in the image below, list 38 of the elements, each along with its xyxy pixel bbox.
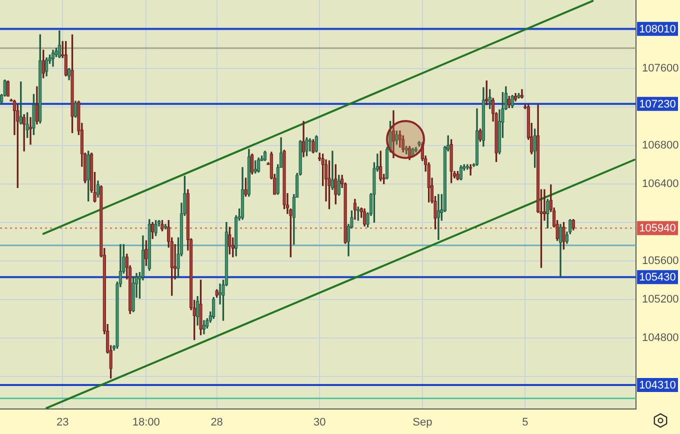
y-tick-label: 105600 <box>642 254 679 267</box>
y-tick-label: 106400 <box>642 178 679 190</box>
candlestick <box>412 148 414 158</box>
candlestick <box>517 93 520 98</box>
candlestick <box>328 160 331 210</box>
candlestick <box>392 110 395 158</box>
candlestick <box>478 128 482 142</box>
y-tick-label: 105200 <box>642 293 679 306</box>
x-tick-label: 28 <box>210 416 223 429</box>
candlestick <box>520 89 524 98</box>
x-tick-label: 30 <box>313 416 326 429</box>
candlestick <box>160 220 164 232</box>
y-tick-label: 106800 <box>642 139 679 152</box>
candlestick <box>32 94 36 136</box>
x-tick-label: 18:00 <box>132 416 160 429</box>
candlestick <box>396 130 398 145</box>
ref-line-label: 104310 <box>639 379 676 392</box>
candlestick <box>70 34 74 134</box>
x-tick-label: 23 <box>56 416 69 429</box>
ref-line-label: 108010 <box>639 23 676 36</box>
candlestick <box>26 112 29 138</box>
candlestick <box>132 276 135 312</box>
candlestick <box>436 194 440 240</box>
ref-line-label: 105430 <box>639 272 676 284</box>
candlestick <box>562 222 566 250</box>
ref-line-label: 105940 <box>639 222 676 235</box>
candlestick <box>154 220 158 236</box>
ref-line-label: 107230 <box>639 98 676 110</box>
x-tick-label: Sep <box>412 416 432 429</box>
candlestick <box>330 150 334 190</box>
candlestick <box>199 280 202 336</box>
candlestick <box>244 178 248 197</box>
candlestick <box>450 139 453 184</box>
x-tick-label: 5 <box>522 416 528 429</box>
y-tick-label: 104800 <box>642 332 679 344</box>
candlestick <box>305 137 308 156</box>
candlestick <box>456 170 460 180</box>
y-tick-label: 107600 <box>642 62 679 74</box>
